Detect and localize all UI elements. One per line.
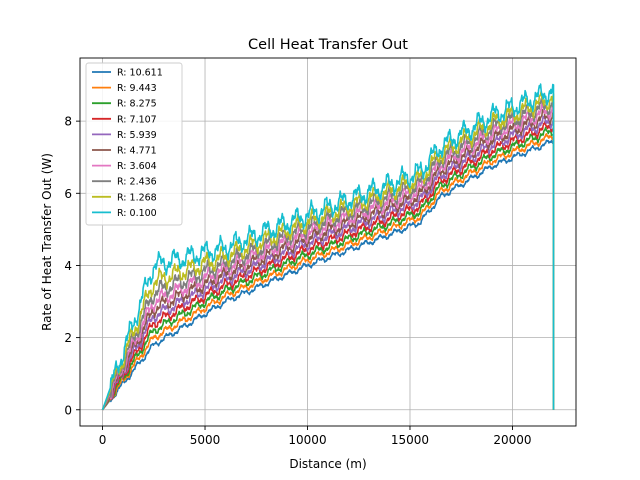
series-line-1 [101,133,555,411]
legend-label-8: R: 1.268 [117,192,157,203]
legend-label-7: R: 2.436 [117,177,157,188]
y-tick-label-3: 6 [64,187,72,201]
y-tick-label-4: 8 [64,115,72,129]
series-line-2 [101,126,555,411]
series-line-9 [101,83,555,411]
legend-label-9: R: 0.100 [117,208,157,219]
series-group [101,83,555,411]
x-tick-label-4: 20000 [493,433,531,447]
series-line-4 [101,115,555,411]
series-line-0 [101,139,555,411]
x-tick-label-3: 15000 [391,433,429,447]
series-line-7 [101,96,555,411]
legend-label-4: R: 5.939 [117,130,157,141]
x-tick-label-1: 5000 [190,433,221,447]
legend-label-5: R: 4.771 [117,146,157,157]
legend-label-6: R: 3.604 [117,161,157,172]
legend-label-3: R: 7.107 [117,114,157,125]
series-line-8 [101,90,555,411]
x-axis-label: Distance (m) [289,457,366,471]
series-line-3 [101,120,555,411]
legend-label-1: R: 9.443 [117,83,157,94]
y-tick-label-1: 2 [64,331,72,345]
y-axis-label: Rate of Heat Transfer Out (W) [40,153,54,331]
x-tick-label-0: 0 [99,433,107,447]
series-line-5 [101,109,555,411]
legend: R: 10.611 R: 9.443 R: 8.275 R: 7.107 R: 5.93… [85,62,183,226]
x-tick-label-2: 10000 [288,433,326,447]
series-line-6 [101,103,555,411]
axes-frame [79,57,577,427]
legend-label-0: R: 10.611 [117,68,163,79]
chart-title: Cell Heat Transfer Out [248,37,408,53]
ticks: 0 5000 10000 15000 20000 0 2 4 6 8 [64,115,531,447]
legend-label-2: R: 8.275 [117,99,157,110]
y-tick-label-2: 4 [64,259,72,273]
y-tick-label-0: 0 [64,403,72,417]
